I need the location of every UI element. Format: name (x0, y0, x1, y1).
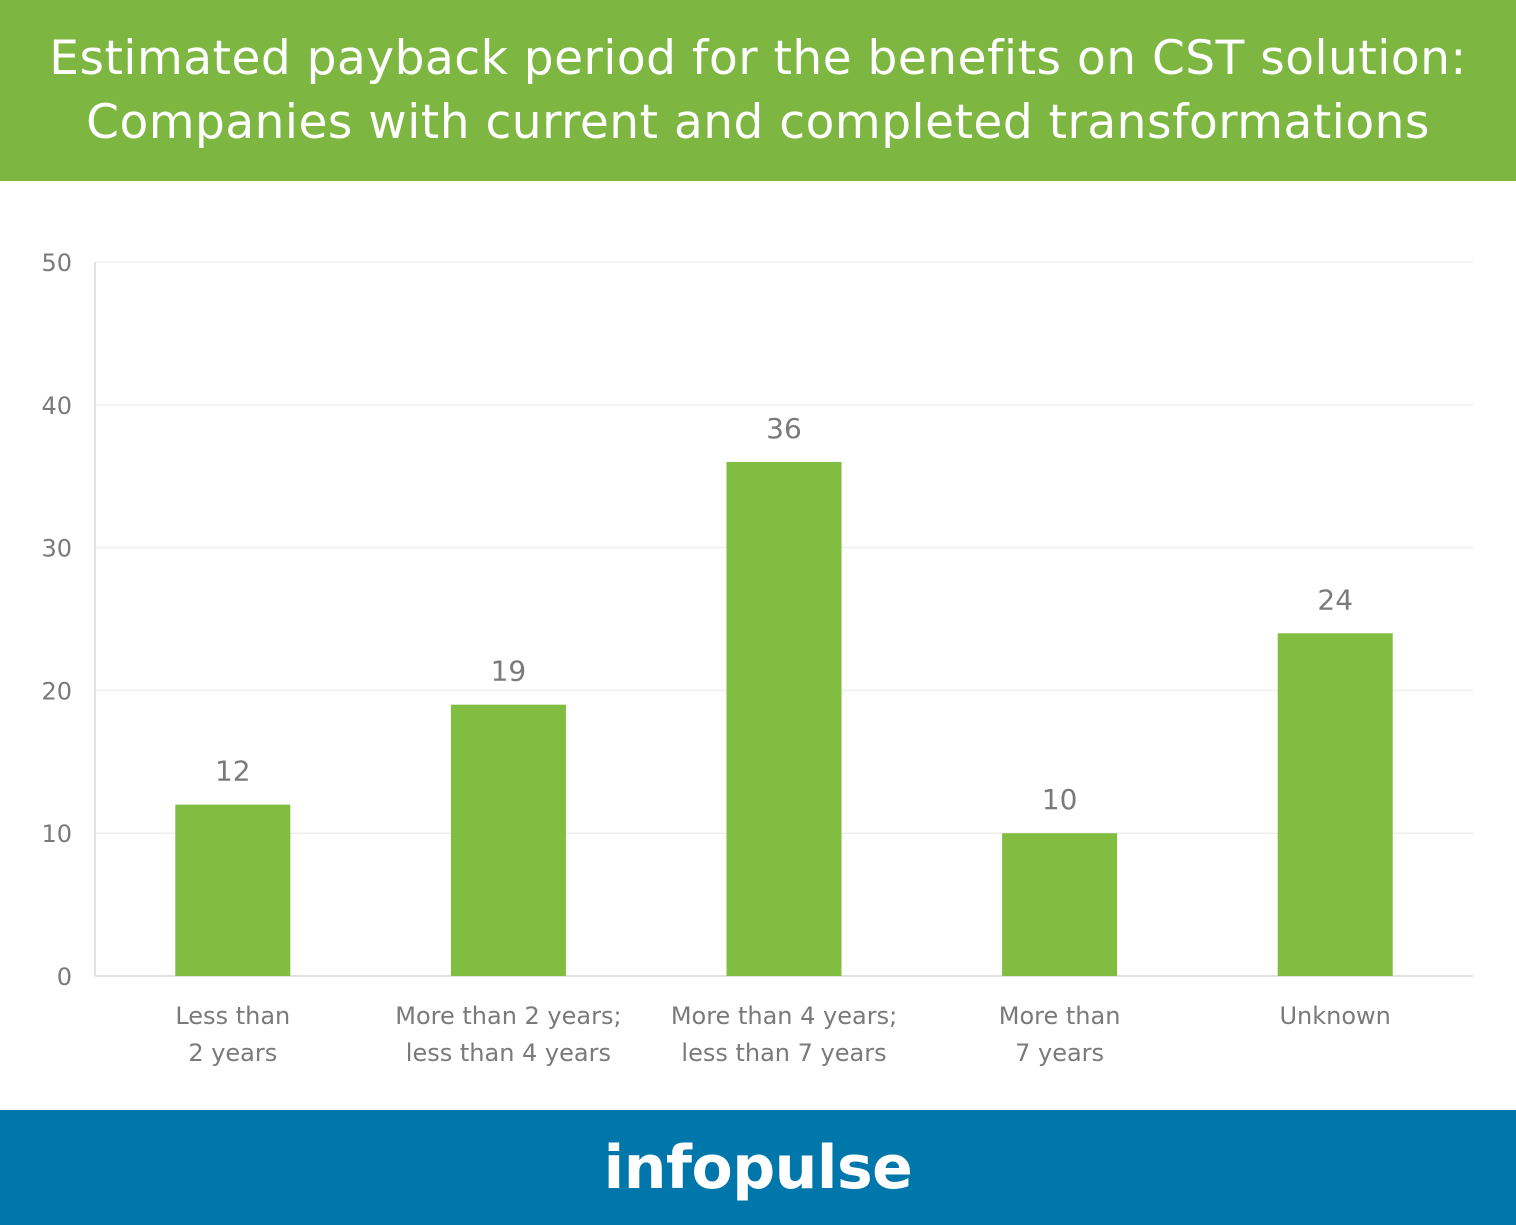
data-label: 19 (491, 655, 527, 688)
x-tick-label: More than (999, 1002, 1121, 1030)
x-tick-label: 2 years (188, 1039, 277, 1067)
x-tick-label: less than 4 years (406, 1039, 611, 1067)
y-tick-label: 50 (41, 249, 72, 277)
bar (726, 461, 842, 976)
data-label: 12 (215, 755, 251, 788)
brand-logo: infopulse (603, 1132, 913, 1203)
footer-banner: infopulse (0, 1110, 1516, 1225)
y-tick-label: 40 (41, 392, 72, 420)
x-tick-label: More than 2 years; (395, 1002, 621, 1030)
y-tick-label: 10 (41, 820, 72, 848)
bar (450, 704, 566, 976)
x-tick-label: Unknown (1279, 1002, 1390, 1030)
x-tick-label: More than 4 years; (671, 1002, 897, 1030)
chart-title-banner: Estimated payback period for the benefit… (0, 0, 1516, 181)
bar (1277, 633, 1393, 976)
data-label: 10 (1042, 783, 1078, 816)
data-label: 36 (766, 412, 802, 445)
chart-title-line-1: Estimated payback period for the benefit… (49, 30, 1467, 86)
y-tick-label: 0 (57, 963, 72, 991)
bar (1002, 833, 1118, 976)
y-tick-label: 20 (41, 677, 72, 705)
bar-chart: 0 10 20 30 40 50 12 Less than 2 years 19 More than… (41, 249, 1473, 1067)
y-tick-label: 30 (41, 535, 72, 563)
data-label: 24 (1317, 583, 1353, 616)
chart-title-line-2: Companies with current and completed tra… (86, 94, 1430, 150)
x-tick-label: 7 years (1015, 1039, 1104, 1067)
bar (175, 804, 291, 976)
x-tick-label: less than 7 years (681, 1039, 886, 1067)
x-tick-label: Less than (175, 1002, 290, 1030)
chart-area: 0 10 20 30 40 50 12 Less than 2 years 19 More than… (0, 181, 1516, 1110)
